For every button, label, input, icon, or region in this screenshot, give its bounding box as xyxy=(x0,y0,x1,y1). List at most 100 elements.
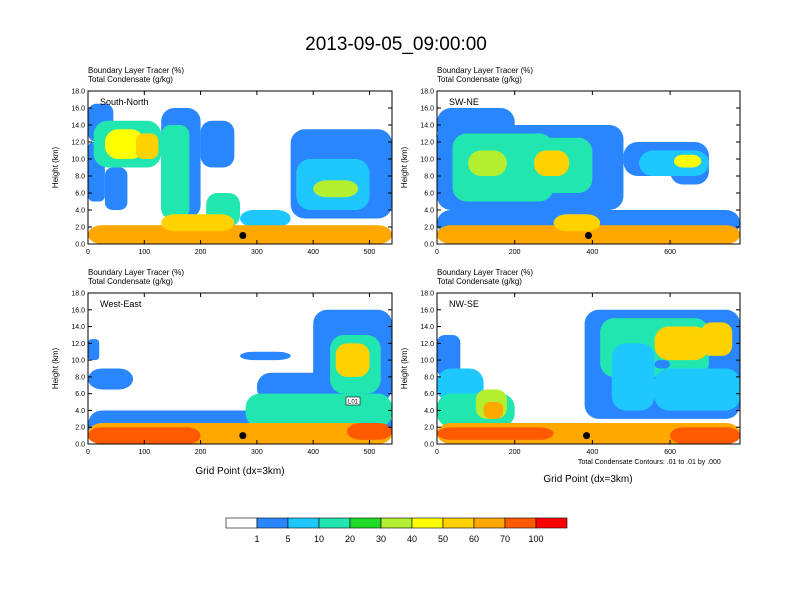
tracer-field xyxy=(437,309,740,444)
x-tick-label: 300 xyxy=(251,249,263,256)
plot-frame xyxy=(436,292,741,445)
y-tick-label: 6.0 xyxy=(424,391,434,398)
x-tick-label: 200 xyxy=(195,449,207,456)
y-tick-label: 10.0 xyxy=(420,157,434,164)
tracer-cell xyxy=(88,339,100,361)
y-tick-label: 14.0 xyxy=(420,324,434,331)
y-tick-label: 8.0 xyxy=(75,374,85,381)
location-marker xyxy=(239,232,247,239)
colorbar-swatch xyxy=(504,517,537,529)
tracer-cell xyxy=(380,142,392,176)
y-tick-label: 0.0 xyxy=(424,442,434,449)
panel-title: NW-SE xyxy=(449,299,479,309)
panel-south-north: 0.0 2.0 4.0 6.0 8.0 10.0 12.0 14.0 16.0 18.0 0 100 2… xyxy=(51,66,393,256)
colorbar-swatch xyxy=(349,517,382,529)
y-tick-label: 18.0 xyxy=(420,89,434,96)
x-tick-label: 500 xyxy=(364,249,376,256)
contour-tag-box xyxy=(345,396,361,406)
y-tick-label: 4.0 xyxy=(424,208,434,215)
tracer-cell xyxy=(468,150,507,176)
colorbar-swatch xyxy=(225,517,258,529)
x-tick-label: 600 xyxy=(664,449,676,456)
tracer-cell xyxy=(245,393,392,428)
y-tick-label: 12.0 xyxy=(420,140,434,147)
panel-label-tracer: Boundary Layer Tracer (%) xyxy=(437,268,533,277)
y-tick-label: 10.0 xyxy=(71,157,85,164)
x-tick-label: 100 xyxy=(138,249,150,256)
tracer-cell xyxy=(670,427,740,444)
tracer-cell xyxy=(654,360,671,369)
y-tick-label: 6.0 xyxy=(75,191,85,198)
tracer-cell xyxy=(88,427,201,444)
colorbar-swatch xyxy=(411,517,444,529)
panel-west-east: 0.0 2.0 4.0 6.0 8.0 10.0 12.0 14.0 16.0 18.0 0 100 2… xyxy=(51,268,393,456)
y-tick-label: 12.0 xyxy=(71,140,85,147)
x-tick-label: 0 xyxy=(435,249,439,256)
x-tick-label: 0 xyxy=(435,449,439,456)
y-tick-label: 6.0 xyxy=(424,191,434,198)
y-tick-label: 18.0 xyxy=(71,291,85,298)
location-marker xyxy=(583,432,591,440)
plot-frame xyxy=(87,292,393,445)
colorbar-swatch xyxy=(535,517,568,529)
colorbar: 1 5 10 20 30 40 50 60 70 100 xyxy=(225,517,568,544)
x-tick-label: 200 xyxy=(509,449,521,456)
tracer-cell xyxy=(437,334,461,377)
y-tick-label: 2.0 xyxy=(424,225,434,232)
y-tick-label: 16.0 xyxy=(71,106,85,113)
x-tick-label: 400 xyxy=(307,449,319,456)
tracer-cell xyxy=(335,343,370,377)
y-tick-label: 8.0 xyxy=(75,174,85,181)
y-tick-label: 12.0 xyxy=(420,341,434,348)
y-tick-label: 10.0 xyxy=(71,358,85,365)
y-tick-label: 16.0 xyxy=(420,307,434,314)
x-tick-label: 400 xyxy=(587,449,599,456)
y-tick-label: 2.0 xyxy=(424,425,434,432)
panel-title: West-East xyxy=(100,299,142,309)
tracer-cell xyxy=(654,368,740,411)
contour-tag: L01 xyxy=(345,396,361,406)
colorbar-swatch xyxy=(318,517,351,529)
tracer-cell xyxy=(346,423,392,440)
panel-label-condensate: Total Condensate (g/kg) xyxy=(88,277,173,286)
colorbar-label: 30 xyxy=(376,534,386,544)
tracer-cell xyxy=(553,214,601,232)
tracer-cell xyxy=(313,180,359,198)
location-marker xyxy=(239,432,247,440)
y-tick-label: 6.0 xyxy=(75,391,85,398)
colorbar-swatch xyxy=(256,517,289,529)
colorbar-label: 10 xyxy=(314,534,324,544)
tracer-field xyxy=(88,309,392,444)
y-tick-label: 0.0 xyxy=(75,242,85,249)
tracer-cell xyxy=(161,214,235,232)
tracer-cell xyxy=(88,368,134,390)
y-tick-label: 14.0 xyxy=(71,324,85,331)
tracer-cell xyxy=(534,150,570,176)
tracer-cell xyxy=(673,154,702,168)
panel-nw-se: 0.0 2.0 4.0 6.0 8.0 10.0 12.0 14.0 16.0 18.0 0 200 4… xyxy=(400,268,741,456)
y-tick-label: 16.0 xyxy=(71,307,85,314)
x-tick-label: 400 xyxy=(307,249,319,256)
x-tick-label: 300 xyxy=(251,449,263,456)
y-tick-label: 0.0 xyxy=(424,242,434,249)
y-tick-label: 14.0 xyxy=(71,123,85,130)
contour-note: Total Condensate Contours: .01 to .01 by… xyxy=(578,459,721,466)
panel-title: South-North xyxy=(100,97,149,107)
tracer-cell xyxy=(437,427,554,440)
x-axis-title-right: Grid Point (dx=3km) xyxy=(543,474,632,485)
y-tick-label: 14.0 xyxy=(420,123,434,130)
tracer-cell xyxy=(240,210,291,227)
y-axis-title: Height (km) xyxy=(51,347,60,389)
y-tick-label: 10.0 xyxy=(420,358,434,365)
tracer-cell xyxy=(104,129,145,159)
x-tick-label: 0 xyxy=(86,449,90,456)
contour-tag-label: L01 xyxy=(348,400,359,406)
x-tick-label: 100 xyxy=(138,449,150,456)
colorbar-label: 1 xyxy=(254,534,259,544)
colorbar-label: 20 xyxy=(345,534,355,544)
colorbar-label: 50 xyxy=(438,534,448,544)
panel-label-condensate: Total Condensate (g/kg) xyxy=(437,75,522,84)
tracer-field xyxy=(88,103,392,244)
y-tick-label: 4.0 xyxy=(424,408,434,415)
